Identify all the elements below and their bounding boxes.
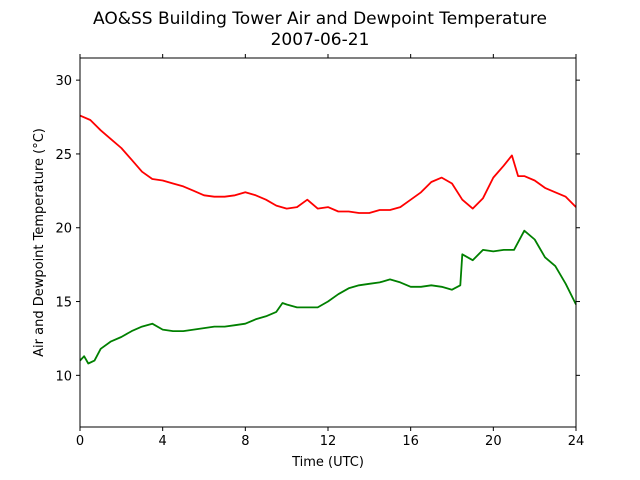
x-tick-label: 4 [159,434,167,449]
y-axis-label: Air and Dewpoint Temperature (°C) [32,128,47,357]
x-tick-label: 0 [76,434,84,449]
series-layer [79,114,577,365]
y-tick-label: 30 [55,74,72,89]
x-tick-label: 12 [320,434,337,449]
x-axis-label: Time (UTC) [291,455,364,470]
x-tick-label: 20 [485,434,502,449]
series-line-1 [79,229,577,365]
series-line-0 [79,114,577,214]
y-tick-label: 15 [55,296,72,311]
chart-subtitle: 2007-06-21 [271,30,370,50]
x-tick-label: 24 [568,434,585,449]
chart-title: AO&SS Building Tower Air and Dewpoint Te… [93,9,547,29]
y-tick-label: 10 [55,369,72,384]
y-tick-label: 20 [55,222,72,237]
plot-frame [79,57,577,428]
y-tick-label: 25 [55,148,72,163]
x-tick-label: 16 [402,434,419,449]
tick-layer: 0 4 8 12 16 20 24 10 15 20 25 30 [55,54,584,449]
x-tick-label: 8 [241,434,249,449]
